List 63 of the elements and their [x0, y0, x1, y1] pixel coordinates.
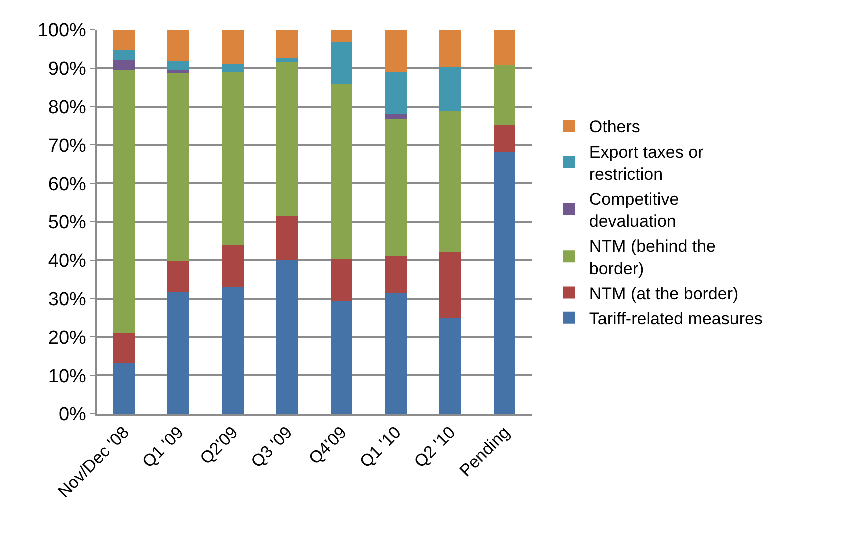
bar [385, 256, 407, 294]
legend-label: Competitive devaluation [589, 190, 680, 232]
bar [113, 30, 136, 50]
legend-label: Tariff-related measures [589, 309, 763, 328]
bar [168, 70, 190, 74]
bar [330, 42, 353, 84]
x-tick-label: Q3 '09 [248, 423, 296, 472]
y-tick-label: 10% [48, 366, 87, 388]
y-tick-label: 40% [48, 251, 87, 272]
bar [113, 334, 136, 364]
bar [168, 292, 190, 414]
bar [168, 73, 190, 262]
bar [276, 30, 298, 58]
bar [494, 64, 516, 126]
legend-label: NTM (at the border) [589, 284, 739, 304]
x-tick-label: Q1 '09 [138, 423, 188, 472]
bar [276, 58, 298, 62]
bar [494, 125, 516, 152]
bar [385, 114, 407, 120]
bar [440, 30, 462, 67]
bar [385, 119, 407, 257]
bar [222, 245, 244, 288]
bar [113, 60, 136, 70]
bar [222, 30, 244, 64]
bar [385, 30, 407, 72]
y-tick-label: 20% [48, 328, 87, 349]
y-tick-label: 90% [48, 59, 87, 80]
legend-label: Export taxes or restriction [589, 142, 704, 184]
x-tick-label: Q2 '10 [410, 423, 460, 472]
y-tick-label: 50% [48, 212, 87, 234]
bar [440, 111, 462, 252]
bar [168, 61, 190, 70]
bar [385, 293, 407, 414]
bar [385, 72, 407, 114]
legend-label: Others [589, 118, 640, 137]
bar [168, 30, 190, 62]
bar [276, 62, 298, 216]
bar [276, 260, 298, 414]
bar [330, 301, 353, 414]
bar [276, 216, 298, 260]
bar [113, 50, 136, 60]
bar [494, 152, 516, 414]
x-tick-label: Q1 '10 [356, 423, 405, 472]
bar [440, 318, 462, 414]
y-tick-label: 0% [58, 404, 87, 426]
bar [440, 252, 462, 318]
bar [330, 30, 353, 42]
bar [330, 260, 353, 302]
bar [113, 363, 136, 414]
y-tick-label: 80% [48, 97, 87, 118]
legend-label: NTM (behind the border) [589, 237, 716, 278]
y-tick-label: 30% [48, 289, 87, 310]
bar [113, 70, 136, 334]
bar [494, 30, 516, 65]
y-tick-label: 100% [38, 20, 87, 42]
bar [222, 72, 244, 246]
bar [440, 66, 462, 112]
y-tick-label: 60% [48, 174, 87, 196]
bar [330, 84, 353, 260]
bar [222, 287, 244, 414]
bar [168, 261, 190, 292]
y-tick-label: 70% [48, 136, 87, 157]
bar [222, 64, 244, 72]
